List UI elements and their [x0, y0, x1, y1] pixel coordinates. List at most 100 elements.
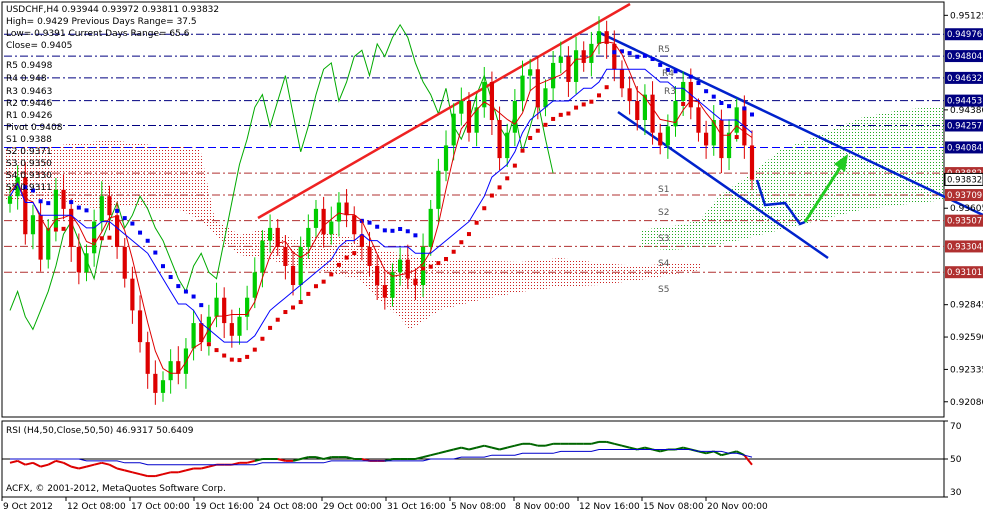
candle-body: [382, 285, 387, 298]
rsi-tick-label: 50: [950, 455, 962, 465]
pivot-left-label: S1 0.9388: [6, 135, 52, 145]
sar-dot: [298, 300, 303, 305]
sar-dot: [329, 272, 334, 277]
candle-body: [30, 215, 36, 235]
price-tick-label: 0.92335: [950, 365, 983, 375]
level-tag-label: 0.93507: [947, 217, 982, 227]
sar-dot: [558, 112, 563, 117]
sar-dot: [681, 101, 686, 106]
sar-dot: [489, 193, 494, 198]
candle-body: [7, 196, 13, 204]
sar-dot: [390, 228, 395, 233]
sar-dot: [191, 294, 196, 299]
level-tag-label: 0.94804: [947, 52, 982, 62]
candle-body: [290, 265, 296, 286]
sar-dot: [566, 111, 571, 116]
sar-dot: [153, 250, 158, 255]
level-tag: [945, 141, 983, 154]
candle-body: [596, 31, 602, 44]
sar-dot: [696, 81, 701, 86]
level-tag-label: 0.93304: [947, 242, 982, 252]
time-tick-label: 29 Oct 00:00: [323, 502, 382, 512]
candle-body: [505, 132, 510, 159]
sar-dot: [206, 342, 211, 347]
pivot-left-label: R4 0.948: [6, 74, 47, 84]
candle-body: [665, 126, 670, 146]
sar-dot: [727, 104, 732, 109]
sar-dot: [229, 357, 234, 362]
sar-dot: [742, 106, 747, 111]
pivot-left-label: S5 0.9311: [6, 183, 52, 193]
rsi-segment: [614, 442, 623, 447]
time-tick-label: 17 Oct 00:00: [131, 502, 190, 512]
projection-arrow-head: [834, 154, 848, 172]
candle-body: [390, 272, 395, 298]
candle-body: [199, 323, 204, 343]
time-axis: 9 Oct 2012 12 Oct 08:00 17 Oct 00:00 19 Oct…: [1, 497, 768, 512]
time-tick-label: 19 Oct 16:00: [195, 502, 254, 512]
rsi-segment: [292, 458, 301, 462]
rsi-segment: [139, 473, 148, 478]
rsi-segment: [108, 463, 118, 470]
candle-body: [313, 208, 319, 228]
candle-body: [122, 246, 127, 279]
rsi-segment: [422, 454, 431, 459]
candle-body: [535, 69, 540, 108]
time-tick-label: 5 Nov 08:00: [451, 502, 506, 512]
sar-dot: [635, 54, 640, 59]
level-tag: [945, 94, 983, 107]
sar-dot: [688, 74, 693, 79]
rsi-segment: [277, 458, 286, 462]
candle-body: [436, 170, 441, 209]
cloud-red: [4, 140, 700, 330]
candle-body: [176, 361, 181, 374]
info-line-2: Low= 0.9391 Current Days Range= 65.6: [6, 29, 190, 39]
rsi-segment: [453, 446, 462, 451]
price-tick-label: 0.93605: [950, 204, 983, 214]
sar-dot: [237, 358, 242, 363]
candle-body: [581, 50, 586, 63]
kijun-line: [9, 68, 753, 343]
chikou-path: [9, 23, 554, 331]
candle-body: [46, 227, 51, 260]
candle-body: [696, 107, 701, 133]
time-tick-label: 8 Nov 00:00: [515, 502, 570, 512]
level-tag: [945, 119, 983, 132]
right-pivot-label: S1: [658, 185, 669, 195]
candle-body: [482, 81, 487, 108]
sar-dot: [551, 116, 556, 121]
rsi-segment: [25, 461, 34, 466]
sar-dot: [375, 224, 380, 229]
rsi-segment: [346, 456, 355, 460]
sar-dot: [711, 94, 716, 99]
sar-dot: [750, 112, 754, 117]
candle-body: [245, 297, 250, 317]
candle-body: [543, 88, 548, 108]
sar-dot: [214, 348, 219, 353]
candle-body: [69, 208, 74, 247]
pivot-left-label: S2 0.9371: [6, 147, 52, 157]
rsi-segment: [499, 446, 508, 451]
candle-body: [92, 221, 97, 254]
sar-dot: [199, 303, 204, 308]
time-tick-label: 12 Nov 16:00: [579, 502, 640, 512]
candle-body: [566, 56, 571, 82]
sar-dot: [543, 122, 548, 127]
candle-body: [619, 69, 625, 89]
candle-body: [306, 227, 311, 247]
candle-body: [650, 94, 655, 133]
rsi-segment: [55, 459, 64, 464]
sar-dot: [367, 220, 372, 225]
candle-body: [726, 132, 732, 159]
candle-body: [344, 202, 349, 216]
sar-dot: [321, 279, 326, 284]
rsi-segment: [713, 450, 722, 457]
up-trend-line: [257, 2, 631, 220]
candle-body: [627, 88, 632, 101]
candle-body: [191, 323, 196, 349]
sar-dot: [535, 128, 540, 133]
sar-dot: [336, 262, 341, 267]
